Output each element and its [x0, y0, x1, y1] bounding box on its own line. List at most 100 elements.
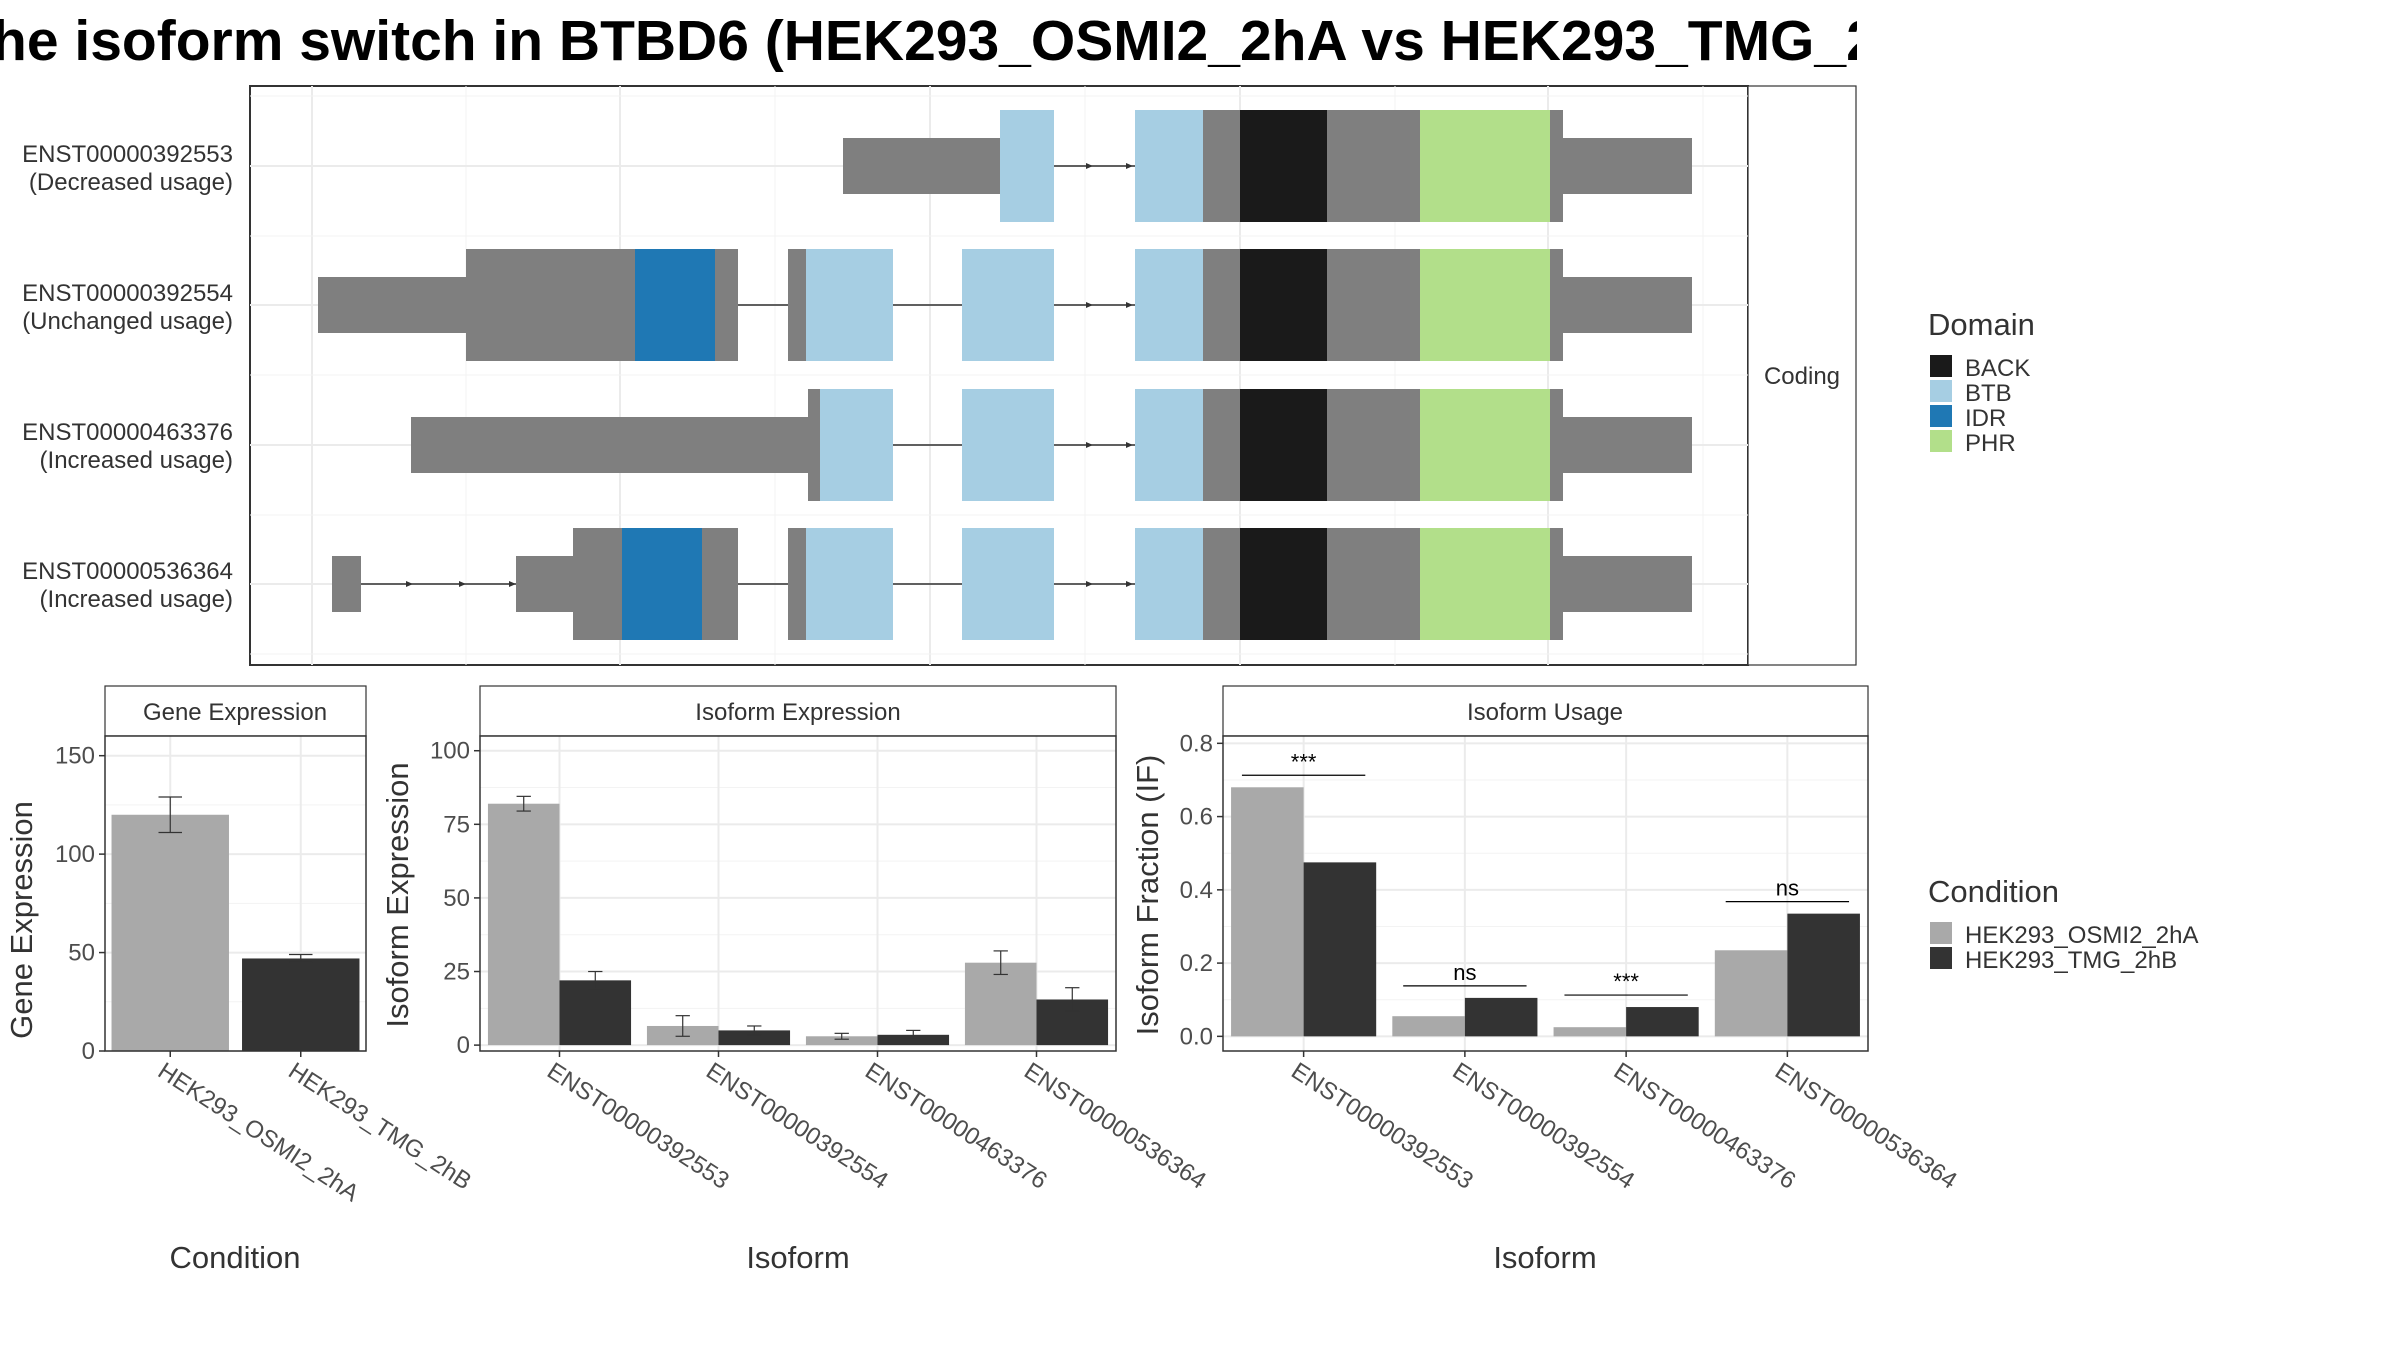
transcript-labels: ENST00000392553 (Decreased usage) ENST00…	[22, 141, 233, 613]
exon-block-2-8	[1135, 249, 1203, 361]
isoform-expression-bar-0-1	[559, 980, 632, 1046]
isoform-usage-ytick-label-0: 0.0	[1180, 1023, 1213, 1050]
isoform-usage-bar-2-0	[1553, 1027, 1627, 1037]
exon-block-3-10	[1550, 389, 1563, 501]
transcript-id-3: ENST00000463376	[22, 419, 233, 446]
gene-expression-panel-title: Gene Expression	[143, 699, 327, 726]
isoform-usage-bar-1-1	[1464, 997, 1538, 1037]
isoform-expression-panel-title: Isoform Expression	[695, 699, 900, 726]
isoform-expression-bar-1-1	[718, 1030, 791, 1046]
exon-block-3-2	[808, 389, 820, 501]
exon-block-1-9	[1563, 138, 1692, 194]
gene-expression-panel: Gene Expression Condition Gene Expressio…	[4, 685, 367, 1275]
exon-block-4-10	[1203, 528, 1240, 640]
exon-block-4-8	[962, 528, 1054, 640]
isoform-usage-sig-label-3: ns	[1776, 876, 1799, 901]
transcript-structure-panel: Coding ENST00000392553 (Decreased usage)…	[22, 85, 1857, 666]
isoform-expression-ytick-label-4: 100	[430, 738, 470, 765]
isoform-expression-plot-border	[479, 735, 1117, 1052]
isoform-expression-bar-2-0	[805, 1036, 878, 1046]
transcript-usage-3: (Increased usage)	[40, 447, 233, 474]
exon-block-4-15	[1563, 556, 1692, 612]
intron-arrow-3-2	[1126, 442, 1133, 448]
exon-block-2-7	[962, 249, 1054, 361]
exon-block-2-12	[1420, 249, 1550, 361]
intron-arrow-1-1	[1086, 163, 1093, 169]
intron-arrow-4-3	[509, 581, 516, 587]
isoform-expression-plot: 0255075100ENST00000392553ENST00000392554…	[430, 735, 1211, 1195]
legend-swatch-back	[1930, 355, 1952, 377]
isoform-usage-ytick-label-3: 0.6	[1180, 804, 1213, 831]
isoform-usage-panel-title: Isoform Usage	[1467, 699, 1623, 726]
exon-block-1-2	[1000, 110, 1054, 222]
intron-arrow-4-5	[1126, 581, 1133, 587]
gene-expression-bar-1-0	[242, 958, 360, 1051]
legend-label-btb: BTB	[1965, 380, 2012, 407]
isoform-usage-plot: 0.00.20.40.60.8***ENST00000392553nsENST0…	[1180, 730, 1962, 1195]
exon-block-4-12	[1327, 528, 1420, 640]
isoform-usage-bar-0-1	[1303, 862, 1377, 1037]
exon-block-1-7	[1420, 110, 1550, 222]
isoform-usage-sig-label-1: ns	[1453, 960, 1476, 985]
exon-block-3-5	[1135, 389, 1203, 501]
intron-arrow-1-2	[1126, 163, 1133, 169]
isoform-expression-strip	[479, 685, 1117, 737]
condition-legend: Condition HEK293_OSMI2_2hA HEK293_TMG_2h…	[1928, 874, 2198, 974]
isoform-usage-bar-0-0	[1231, 787, 1304, 1037]
transcript-id-1: ENST00000392553	[22, 141, 233, 168]
isoform-expression-x-label: Isoform	[746, 1240, 849, 1275]
isoform-usage-bar-1-0	[1392, 1016, 1465, 1037]
isoform-expression-ytick-label-1: 25	[443, 959, 470, 986]
isoform-usage-sig-label-2: ***	[1613, 969, 1639, 994]
exon-block-2-13	[1550, 249, 1563, 361]
gene-expression-x-label: Condition	[170, 1240, 301, 1275]
legend-swatch-cond1	[1930, 922, 1952, 944]
isoform-usage-ytick-label-4: 0.8	[1180, 730, 1213, 757]
exon-block-2-1	[318, 277, 466, 333]
exon-block-1-5	[1240, 110, 1327, 222]
exon-block-4-1	[332, 556, 361, 612]
transcript-id-2: ENST00000392554	[22, 280, 233, 307]
gene-expression-ytick-label-0: 0	[82, 1038, 95, 1065]
gene-expression-plot-border	[104, 735, 367, 1052]
legend-swatch-cond2	[1930, 947, 1952, 969]
exon-block-3-1	[411, 417, 808, 473]
exon-block-2-6	[806, 249, 893, 361]
gene-expression-y-label: Gene Expression	[4, 801, 39, 1039]
isoform-expression-ytick-label-2: 50	[443, 885, 470, 912]
transcript-usage-2: (Unchanged usage)	[22, 308, 233, 335]
exon-block-4-4	[622, 528, 702, 640]
exon-block-4-3	[573, 528, 622, 640]
exon-block-2-11	[1327, 249, 1420, 361]
exon-block-4-9	[1135, 528, 1203, 640]
exon-block-4-2	[516, 556, 573, 612]
intron-arrow-2-2	[1126, 302, 1133, 308]
exon-block-1-3	[1135, 110, 1203, 222]
exon-block-3-3	[820, 389, 893, 501]
transcript-usage-4: (Increased usage)	[40, 586, 233, 613]
exon-block-2-10	[1240, 249, 1327, 361]
exon-block-2-14	[1563, 277, 1692, 333]
isoform-expression-bar-2-1	[877, 1034, 950, 1046]
exon-block-3-9	[1420, 389, 1550, 501]
exon-block-4-14	[1550, 528, 1563, 640]
exon-block-3-7	[1240, 389, 1327, 501]
legend-label-phr: PHR	[1965, 430, 2016, 457]
coding-strip	[1747, 85, 1857, 666]
transcript-usage-1: (Decreased usage)	[29, 169, 233, 196]
exon-block-4-6	[788, 528, 806, 640]
isoform-usage-plot-border	[1222, 735, 1869, 1052]
exon-block-2-4	[715, 249, 738, 361]
exon-block-3-11	[1563, 417, 1692, 473]
legend-swatch-phr	[1930, 430, 1952, 452]
exon-block-2-3	[635, 249, 715, 361]
intron-arrow-4-2	[459, 581, 466, 587]
gene-expression-ytick-label-2: 100	[55, 841, 95, 868]
isoform-expression-y-label: Isoform Expression	[380, 762, 415, 1027]
domain-legend: Domain BACK BTB IDR PHR	[1928, 307, 2035, 457]
exon-block-4-7	[806, 528, 893, 640]
gene-expression-ytick-label-3: 150	[55, 743, 95, 770]
condition-legend-title: Condition	[1928, 874, 2059, 909]
isoform-usage-bar-2-1	[1626, 1007, 1699, 1037]
exon-block-4-11	[1240, 528, 1327, 640]
